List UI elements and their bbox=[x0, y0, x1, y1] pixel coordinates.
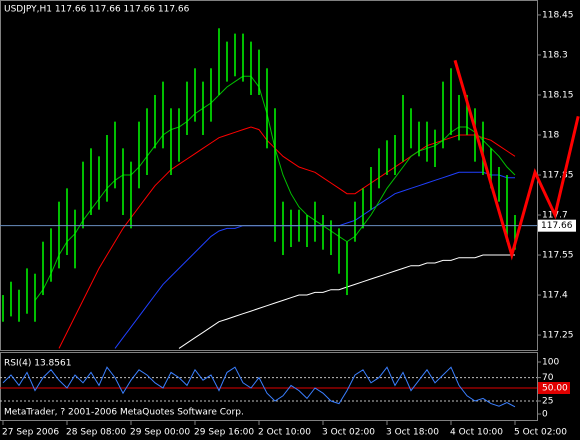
moving-average bbox=[58, 126, 516, 349]
x-tick-label: 4 Oct 10:00 bbox=[450, 428, 503, 438]
x-tick-label: 27 Sep 2006 bbox=[2, 428, 59, 438]
y-tick-label: 117.85 bbox=[542, 171, 574, 181]
x-tick-label: 3 Oct 02:00 bbox=[322, 428, 375, 438]
x-tick-label: 28 Sep 08:00 bbox=[66, 428, 126, 438]
signal-label-box bbox=[538, 382, 570, 395]
y-tick-label: 117.4 bbox=[542, 291, 568, 301]
y-tick-label: 100 bbox=[542, 357, 559, 367]
x-tick-label: 5 Oct 02:00 bbox=[514, 428, 567, 438]
rsi-frame bbox=[0, 352, 538, 421]
y-tick-label: 0 bbox=[542, 410, 548, 420]
x-tick-label: 3 Oct 18:00 bbox=[386, 428, 439, 438]
y-tick-label: 118.3 bbox=[542, 50, 568, 60]
copyright: MetaTrader, ? 2001-2006 MetaQuotes Softw… bbox=[4, 408, 244, 418]
x-tick-label: 29 Sep 16:00 bbox=[194, 428, 254, 438]
y-tick-label: 50.00 bbox=[542, 384, 568, 394]
x-tick-label: 29 Sep 00:00 bbox=[130, 428, 190, 438]
y-tick-label: 117.25 bbox=[542, 331, 574, 341]
zigzag bbox=[453, 59, 580, 261]
y-tick-label: 25 bbox=[542, 397, 553, 407]
rsi-line bbox=[2, 366, 516, 408]
y-tick-label: 118 bbox=[542, 130, 559, 140]
rsi-title: RSI(4) 13.8561 bbox=[4, 359, 71, 369]
current-price-label: 117.66 bbox=[541, 221, 573, 231]
current-price-box bbox=[538, 219, 576, 232]
chart-title: USDJPY,H1 117.66 117.66 117.66 117.66 bbox=[4, 5, 190, 15]
y-tick-label: 118.45 bbox=[542, 10, 574, 20]
y-tick-label: 117.55 bbox=[542, 251, 574, 261]
y-tick-label: 118.15 bbox=[542, 90, 574, 100]
y-tick-label: 70 bbox=[542, 373, 554, 383]
x-tick-label: 2 Oct 10:00 bbox=[258, 428, 311, 438]
